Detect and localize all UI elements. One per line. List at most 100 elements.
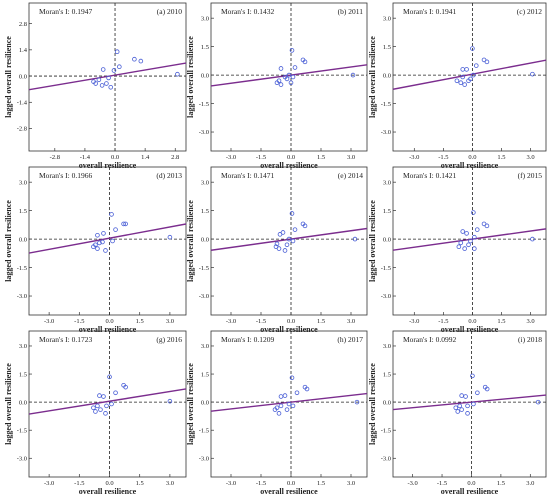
morans-i-label: Moran's I: 0.1941 — [403, 7, 456, 16]
x-tick-label: -3.0 — [409, 154, 419, 161]
x-axis-label: overall resilience — [441, 161, 499, 170]
x-tick-label: -3.0 — [226, 318, 236, 325]
panel-3: -3.0 -1.5 0.0 1.5 3.0 -3.0 -1.5 0.0 1.5 3.0 Moran'… — [368, 2, 547, 170]
data-point — [470, 373, 475, 379]
y-tick-label: -2.8 — [17, 126, 27, 133]
x-tick-label: 1.5 — [497, 154, 505, 161]
data-point — [95, 246, 100, 251]
data-point — [292, 65, 298, 70]
data-point — [121, 221, 126, 227]
x-tick-label: 3.0 — [166, 480, 174, 487]
y-tick-label: -1.5 — [199, 265, 209, 272]
data-point — [288, 80, 294, 85]
data-point — [277, 232, 283, 237]
data-point — [466, 242, 471, 248]
data-point — [530, 236, 535, 242]
data-point — [93, 242, 98, 248]
data-point — [113, 390, 118, 396]
x-tick-label: 1.5 — [317, 480, 325, 487]
data-point — [93, 409, 98, 414]
regression-line — [393, 394, 546, 411]
y-tick-label: 1.5 — [201, 44, 209, 51]
panel-2: -3.0 -1.5 0.0 1.5 3.0 -3.0 -1.5 0.0 1.5 3.0 Moran'… — [186, 2, 368, 170]
x-tick-label: -1.5 — [438, 318, 448, 325]
data-point — [458, 240, 464, 246]
data-point — [117, 64, 122, 69]
x-tick-label: 0.0 — [105, 480, 113, 487]
morans-i-label: Moran's I: 0.0992 — [403, 335, 456, 344]
y-axis-label: lagged overall resilience — [186, 363, 195, 445]
data-point — [99, 83, 105, 88]
regression-line — [29, 388, 186, 415]
x-tick-label: 3.0 — [347, 318, 355, 325]
data-point — [278, 403, 284, 409]
y-axis-label: lagged overall resilience — [4, 200, 13, 282]
data-point — [101, 231, 106, 236]
morans-i-label: Moran's I: 0.1947 — [39, 7, 92, 16]
x-tick-label: -1.5 — [74, 318, 84, 325]
y-axis-label: lagged overall resilience — [368, 200, 377, 282]
data-point — [107, 374, 112, 380]
data-point — [354, 399, 360, 405]
data-point — [453, 405, 459, 411]
x-tick-label: -3.0 — [44, 480, 54, 487]
data-point — [289, 375, 295, 381]
y-axis-label: lagged overall resilience — [368, 36, 377, 118]
x-tick-label: 1.5 — [497, 318, 505, 325]
data-point — [100, 67, 106, 72]
morans-i-label: Moran's I: 0.1209 — [221, 335, 274, 344]
plot-frame — [392, 330, 547, 478]
data-point — [290, 238, 296, 244]
panel-6: -3.0 -1.5 0.0 1.5 3.0 -3.0 -1.5 0.0 1.5 3.0 Moran'… — [368, 166, 547, 334]
x-tick-label: -3.0 — [226, 154, 236, 161]
data-point — [290, 403, 296, 409]
x-tick-label: -1.4 — [80, 154, 91, 161]
x-axis-label: overall resilience — [441, 487, 499, 494]
x-tick-label: -1.5 — [256, 318, 266, 325]
data-point — [109, 212, 114, 217]
y-tick-label: -1.5 — [381, 101, 391, 108]
data-point — [95, 403, 100, 409]
data-point — [472, 246, 477, 251]
y-tick-label: -1.4 — [17, 99, 28, 106]
plot-frame — [210, 166, 368, 316]
data-point — [302, 223, 308, 229]
morans-i-label: Moran's I: 0.1432 — [221, 7, 274, 16]
y-tick-label: 0.0 — [201, 236, 209, 243]
y-axis-label: lagged overall resilience — [4, 363, 13, 445]
data-point — [456, 244, 462, 249]
data-point — [464, 231, 469, 236]
morans-i-label: Moran's I: 0.1421 — [403, 171, 456, 180]
x-tick-label: 3.0 — [166, 318, 174, 325]
x-tick-label: 3.0 — [347, 154, 355, 161]
data-point — [471, 401, 476, 407]
y-tick-label: -3.0 — [381, 293, 391, 300]
x-tick-label: -1.5 — [438, 154, 448, 161]
data-point — [113, 227, 118, 232]
data-point — [286, 401, 292, 407]
regression-line — [211, 227, 367, 251]
data-point — [484, 223, 490, 229]
x-tick-label: 1.5 — [317, 154, 325, 161]
data-point — [352, 236, 358, 242]
x-axis-label: overall resilience — [260, 487, 318, 494]
x-tick-label: -3.0 — [407, 480, 417, 487]
panel-year-label: (i) 2018 — [518, 335, 542, 344]
data-point — [278, 66, 284, 71]
data-point — [350, 72, 356, 78]
panel-5: -3.0 -1.5 0.0 1.5 3.0 -3.0 -1.5 0.0 1.5 3.0 Moran'… — [186, 166, 368, 334]
y-tick-label: 1.4 — [19, 47, 28, 54]
y-tick-label: 0.0 — [19, 236, 27, 243]
panel-year-label: (h) 2017 — [337, 335, 363, 344]
data-point — [284, 242, 290, 248]
y-axis-label: lagged overall resilience — [368, 363, 377, 445]
plot-frame — [210, 2, 368, 152]
y-tick-label: 3.0 — [383, 179, 391, 186]
y-tick-label: 3.0 — [201, 343, 209, 350]
data-point — [292, 227, 298, 232]
y-tick-label: 0.0 — [19, 399, 27, 406]
x-tick-label: 0.0 — [468, 154, 476, 161]
regression-line — [29, 223, 186, 254]
data-point — [104, 403, 109, 409]
plot-frame — [392, 2, 547, 152]
